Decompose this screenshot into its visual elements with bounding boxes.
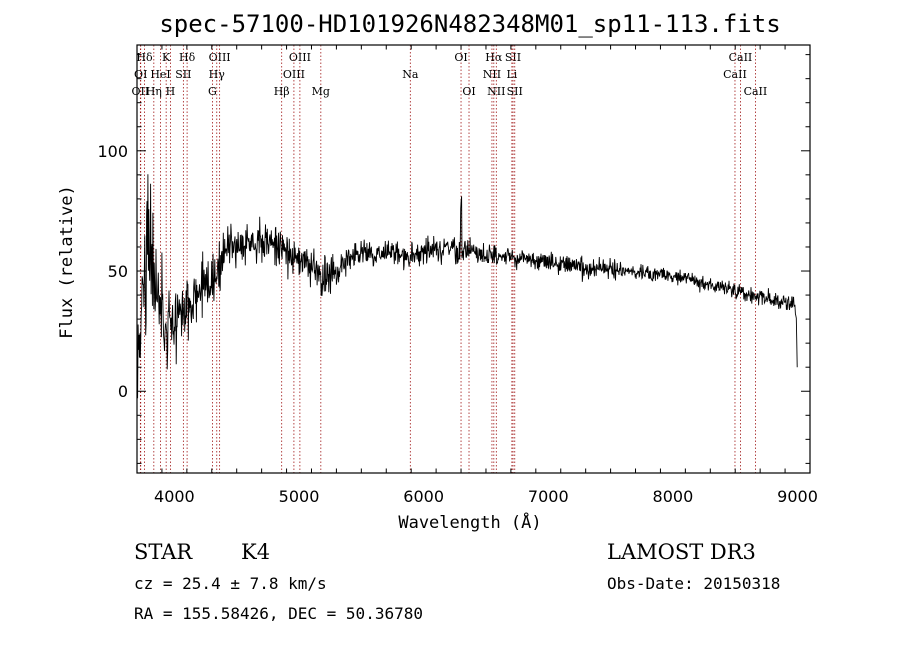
x-tick-label: 4000 <box>154 487 195 506</box>
spectral-line-label: OII <box>132 85 150 98</box>
spectral-line-label: K <box>162 51 171 64</box>
spectral-line-label: CaII <box>744 85 768 98</box>
spectral-line-label: HeI <box>150 68 170 81</box>
spectral-line-label: OIII <box>289 51 311 64</box>
plot-frame <box>136 44 811 474</box>
spectral-line-label: NII <box>483 68 501 81</box>
spectral-line-label: Hδ <box>136 51 153 64</box>
spectral-line-label: Li <box>506 68 517 81</box>
y-tick-label: 0 <box>118 382 128 401</box>
observation-date: Obs-Date: 20150318 <box>607 574 781 593</box>
spectral-line-label: OI <box>462 85 475 98</box>
spectral-line-label: G <box>208 85 217 98</box>
y-tick-label: 100 <box>97 142 128 161</box>
x-tick-label: 8000 <box>653 487 694 506</box>
x-tick-label: 5000 <box>279 487 320 506</box>
spectral-line-label: Mg <box>312 85 330 98</box>
survey-name: LAMOST DR3 <box>607 540 756 564</box>
spectral-line-label: SII <box>507 85 523 98</box>
chart-title: spec-57100-HD101926N482348M01_sp11-113.f… <box>159 10 780 38</box>
x-tick-label: 9000 <box>777 487 818 506</box>
coordinates-readout: RA = 155.58426, DEC = 50.36780 <box>134 604 423 623</box>
x-tick-label: 6000 <box>403 487 444 506</box>
y-axis-ticks: 0 50 100 <box>97 54 810 464</box>
spectral-line-label: OI <box>454 51 467 64</box>
x-axis-ticks: 4000 5000 6000 7000 8000 9000 <box>136 45 818 506</box>
y-axis-label: Flux (relative) <box>57 185 77 339</box>
spectral-line-label: OIII <box>283 68 305 81</box>
spectral-line-label: CaII <box>723 68 747 81</box>
spectral-line-label: SII <box>505 51 521 64</box>
spectral-line-label: Hγ <box>209 68 226 81</box>
object-subclass: K4 <box>241 540 271 564</box>
spectral-line-markers: Hδ OI OII K HeI Hη Hδ SII H OIII Hγ G OIII OIII Hβ Mg Na… <box>132 45 768 473</box>
spectral-line-label: OIII <box>209 51 231 64</box>
spectral-line-label: Na <box>402 68 419 81</box>
spectral-line-label: Hδ <box>179 51 196 64</box>
spectrum-trace <box>137 174 798 399</box>
object-class: STAR <box>134 540 193 564</box>
spectral-line-label: SII <box>175 68 191 81</box>
spectral-line-label: Hα <box>485 51 503 64</box>
y-tick-label: 50 <box>108 262 128 281</box>
spectral-line-label: H <box>166 85 176 98</box>
spectral-line-label: Hβ <box>274 85 290 98</box>
spectral-line-label: NII <box>487 85 505 98</box>
spectral-line-label: CaII <box>729 51 753 64</box>
spectrum-line <box>137 174 798 399</box>
spectral-line-label: Hη <box>146 85 162 98</box>
x-tick-label: 7000 <box>528 487 569 506</box>
x-axis-label: Wavelength (Å) <box>398 511 541 533</box>
redshift-readout: cz = 25.4 ± 7.8 km/s <box>134 574 327 593</box>
